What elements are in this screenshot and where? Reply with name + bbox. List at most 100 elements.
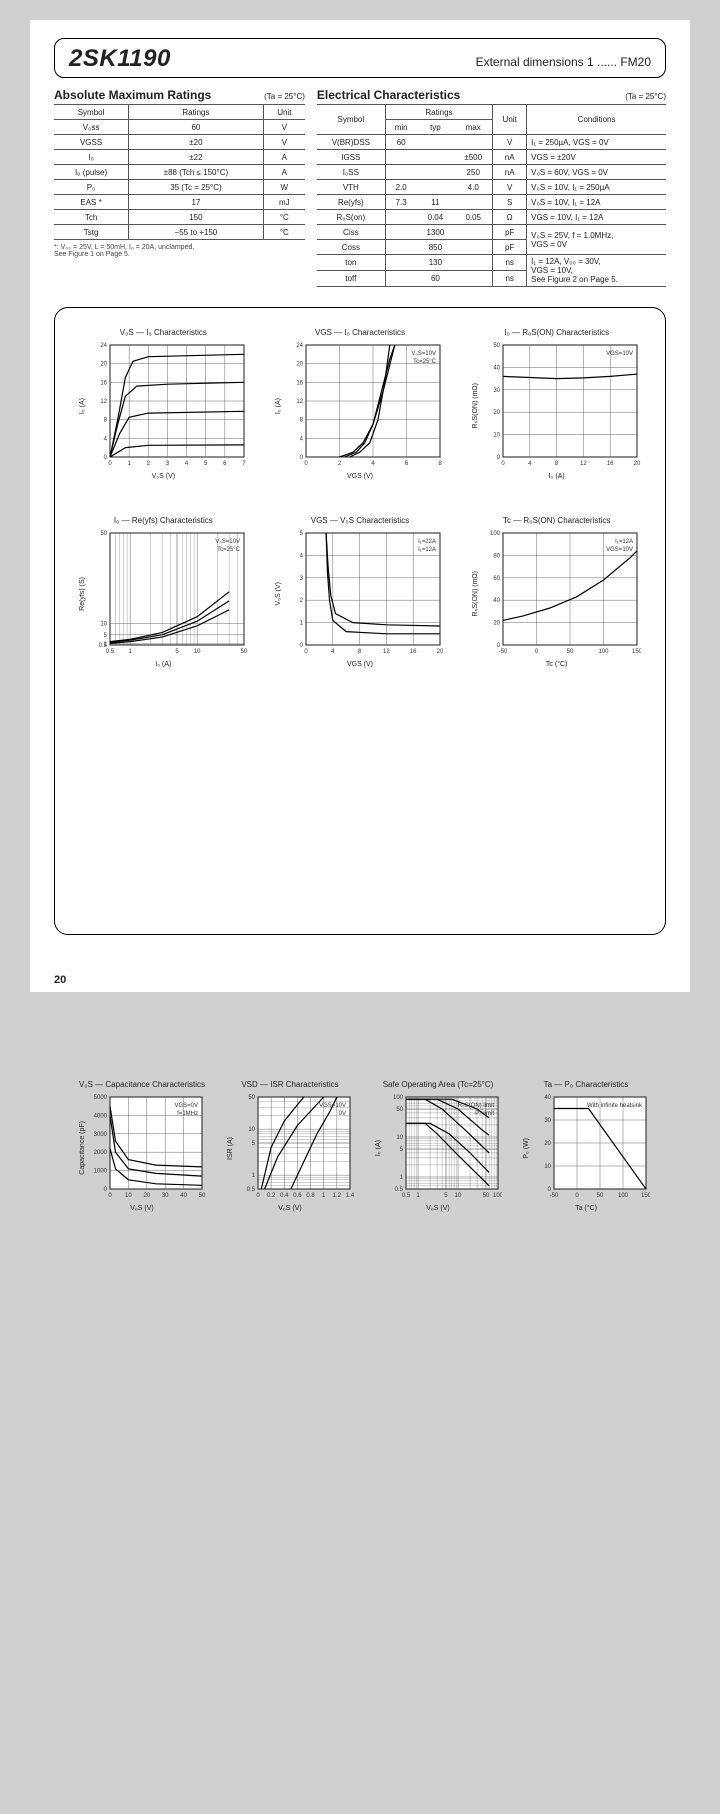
svg-text:1: 1 bbox=[103, 642, 107, 648]
svg-text:4: 4 bbox=[185, 461, 189, 467]
svg-text:P₀ limit: P₀ limit bbox=[475, 1111, 494, 1117]
cell: V bbox=[263, 135, 305, 150]
svg-text:8: 8 bbox=[555, 461, 559, 467]
cell bbox=[454, 135, 492, 150]
cell: Tstg bbox=[54, 225, 129, 240]
cell: ns bbox=[493, 255, 527, 271]
elec-cond: (Ta = 25°C) bbox=[625, 92, 666, 101]
abs-max-title: Absolute Maximum Ratings bbox=[54, 88, 211, 102]
cell: 4.0 bbox=[454, 180, 492, 195]
cell: R₀S(on) bbox=[317, 210, 385, 225]
svg-text:1000: 1000 bbox=[93, 1169, 107, 1175]
cell: 7.3 bbox=[385, 195, 416, 210]
cell: S bbox=[493, 195, 527, 210]
cell: 0.04 bbox=[417, 210, 455, 225]
svg-text:VGS=10V: VGS=10V bbox=[606, 351, 633, 357]
cell bbox=[454, 255, 492, 271]
cell bbox=[385, 210, 416, 225]
svg-text:5: 5 bbox=[399, 1147, 403, 1153]
cell: V bbox=[263, 120, 305, 135]
cell: V₀ss bbox=[54, 120, 129, 135]
cell: ton bbox=[317, 255, 385, 271]
cell bbox=[417, 150, 455, 165]
chart-xlabel: VGS (V) bbox=[347, 473, 373, 480]
chart-ylabel: I₀ (A) bbox=[275, 398, 282, 414]
svg-text:4: 4 bbox=[332, 649, 336, 655]
svg-text:6: 6 bbox=[405, 461, 409, 467]
col-symbol: Symbol bbox=[317, 105, 385, 135]
svg-text:24: 24 bbox=[297, 343, 304, 349]
chart-xlabel: V₀S (V) bbox=[130, 1205, 154, 1212]
cell bbox=[417, 165, 455, 180]
svg-text:150: 150 bbox=[640, 1193, 649, 1199]
svg-text:VGS=0V: VGS=0V bbox=[174, 1103, 198, 1109]
svg-text:1.4: 1.4 bbox=[345, 1193, 353, 1199]
chart-title: I₀ — Re(yfs) Characteristics bbox=[114, 516, 213, 525]
svg-text:3000: 3000 bbox=[93, 1132, 107, 1138]
cell: V₀S = 25V, f = 1.0MHz, VGS = 0V bbox=[527, 225, 666, 255]
chart-ylabel: P₀ (W) bbox=[523, 1138, 530, 1159]
svg-text:10: 10 bbox=[396, 1135, 403, 1141]
col-ratings: Ratings bbox=[129, 105, 264, 120]
charts-panel: V₀S — I₀ Characteristics I₀ (A) 01234567… bbox=[54, 307, 666, 935]
table-row: Ciss 1300 pFV₀S = 25V, f = 1.0MHz, VGS =… bbox=[317, 225, 666, 240]
cell bbox=[385, 271, 416, 287]
chart-ylabel: V₀S (V) bbox=[275, 582, 282, 606]
svg-text:5: 5 bbox=[175, 649, 179, 655]
svg-text:0: 0 bbox=[108, 461, 112, 467]
col-max: max bbox=[454, 120, 492, 135]
table-row: ton 130 nsI₁ = 12A, V₀₀ = 30V, VGS = 10V… bbox=[317, 255, 666, 271]
svg-text:-50: -50 bbox=[549, 1193, 558, 1199]
cell: 60 bbox=[129, 120, 264, 135]
svg-text:16: 16 bbox=[297, 380, 304, 386]
table-row: I₀SS 250 nAV₀S = 60V, VGS = 0V bbox=[317, 165, 666, 180]
cell bbox=[385, 255, 416, 271]
svg-text:0.5: 0.5 bbox=[106, 649, 115, 655]
cell: 150 bbox=[129, 210, 264, 225]
svg-text:0: 0 bbox=[103, 455, 107, 461]
svg-text:50: 50 bbox=[240, 649, 247, 655]
svg-text:8: 8 bbox=[439, 461, 443, 467]
chart: VSD — ISR Characteristics ISR (A) 00.20.… bbox=[223, 1080, 357, 1250]
svg-text:16: 16 bbox=[100, 380, 107, 386]
svg-text:10: 10 bbox=[493, 433, 500, 439]
cell: ±20 bbox=[129, 135, 264, 150]
svg-text:0: 0 bbox=[497, 455, 501, 461]
cell: I₀SS bbox=[317, 165, 385, 180]
cell bbox=[454, 225, 492, 240]
cell: ns bbox=[493, 271, 527, 287]
svg-text:2: 2 bbox=[300, 598, 304, 604]
svg-text:I₁=12A: I₁=12A bbox=[615, 539, 633, 545]
cell: V₀S = 60V, VGS = 0V bbox=[527, 165, 666, 180]
svg-text:VGS=10V: VGS=10V bbox=[606, 547, 633, 553]
svg-text:0.8: 0.8 bbox=[306, 1193, 315, 1199]
svg-text:5000: 5000 bbox=[93, 1095, 107, 1101]
chart-grid-top: V₀S — I₀ Characteristics I₀ (A) 01234567… bbox=[75, 328, 645, 1062]
svg-text:R₀S(ON) limit: R₀S(ON) limit bbox=[457, 1103, 493, 1109]
cell: ±22 bbox=[129, 150, 264, 165]
svg-text:0: 0 bbox=[535, 649, 539, 655]
svg-text:7: 7 bbox=[242, 461, 246, 467]
svg-text:0.4: 0.4 bbox=[280, 1193, 289, 1199]
svg-text:0: 0 bbox=[501, 461, 505, 467]
chart-xlabel: VGS (V) bbox=[347, 661, 373, 668]
svg-text:10: 10 bbox=[125, 1193, 132, 1199]
cell: A bbox=[263, 165, 305, 180]
cell: pF bbox=[493, 240, 527, 255]
svg-text:10: 10 bbox=[454, 1193, 461, 1199]
svg-text:0: 0 bbox=[256, 1193, 260, 1199]
svg-text:4000: 4000 bbox=[93, 1113, 107, 1119]
svg-text:4: 4 bbox=[372, 461, 376, 467]
cell bbox=[385, 240, 416, 255]
part-number: 2SK1190 bbox=[69, 45, 171, 73]
svg-text:40: 40 bbox=[493, 365, 500, 371]
svg-text:4: 4 bbox=[300, 436, 304, 442]
chart: Ta — P₀ Characteristics P₀ (W) -50050100… bbox=[519, 1080, 653, 1250]
chart-xlabel: Tc (°C) bbox=[546, 661, 567, 668]
svg-text:8: 8 bbox=[300, 418, 304, 424]
elec-head: Electrical Characteristics (Ta = 25°C) bbox=[317, 88, 666, 102]
svg-text:100: 100 bbox=[599, 649, 610, 655]
svg-text:V₀S=10V: V₀S=10V bbox=[412, 351, 437, 357]
svg-text:0V: 0V bbox=[338, 1111, 345, 1117]
table-row: V₀ss 60 V bbox=[54, 120, 305, 135]
